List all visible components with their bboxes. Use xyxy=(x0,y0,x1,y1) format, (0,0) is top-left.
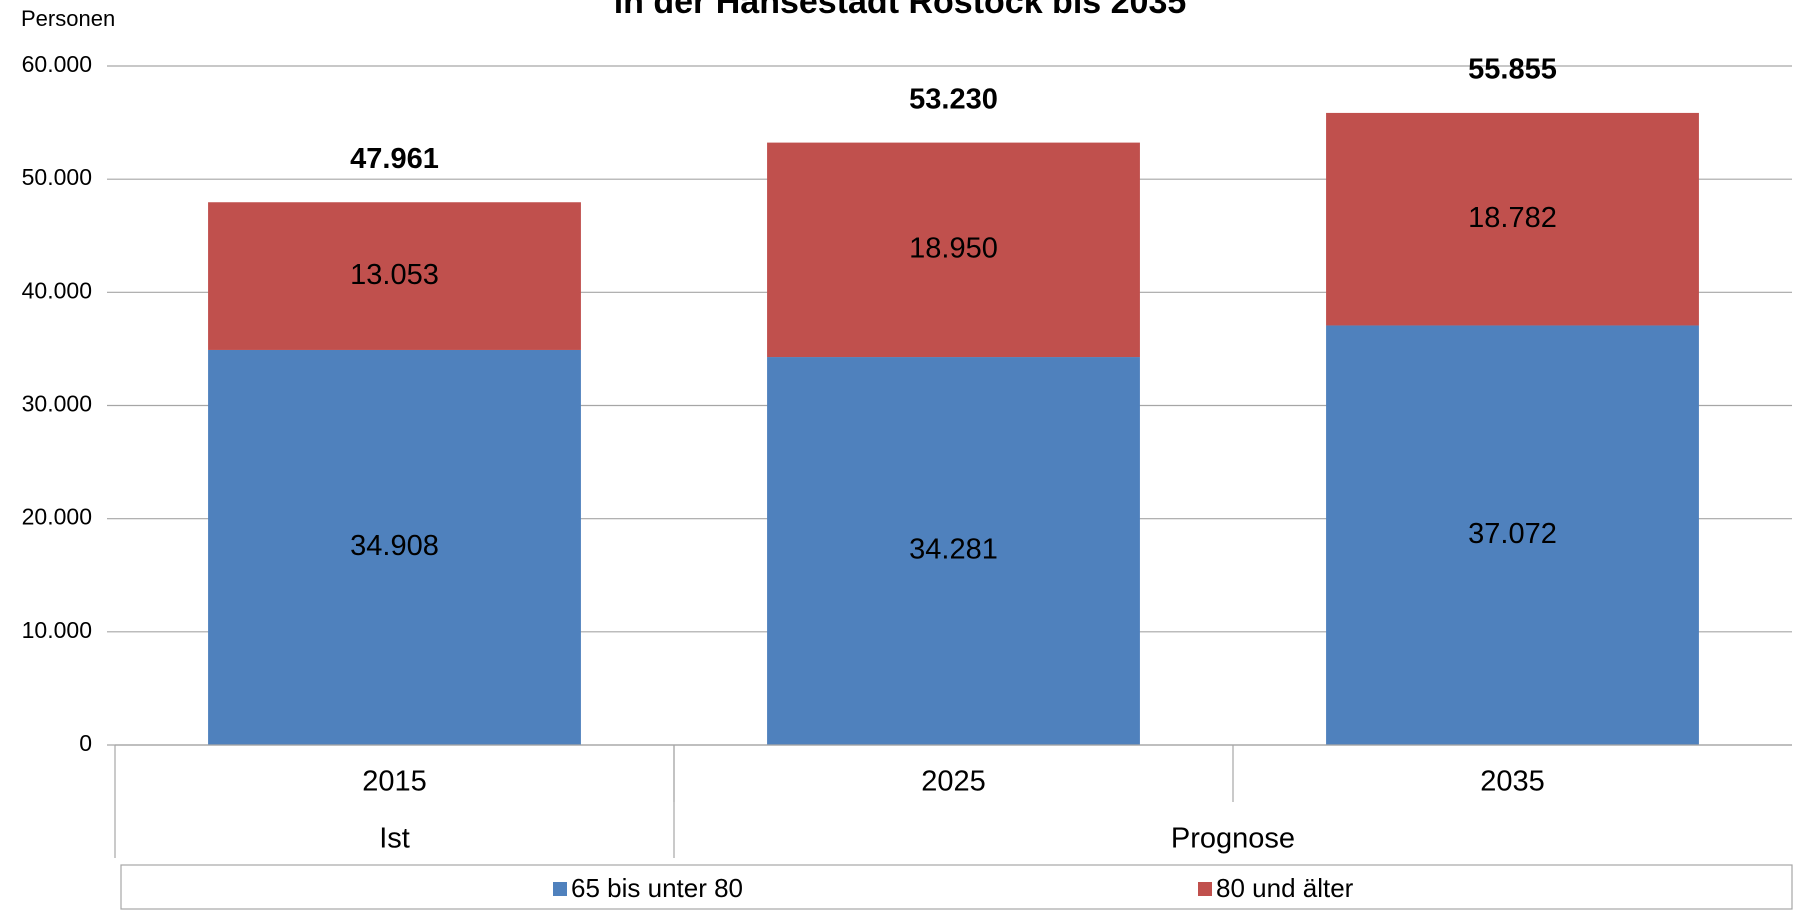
bar-segment xyxy=(208,202,581,350)
data-label: 18.950 xyxy=(909,232,998,264)
legend-box xyxy=(120,864,1793,910)
y-tick-label: 50.000 xyxy=(22,164,92,190)
bar-segment xyxy=(1326,325,1699,745)
data-label: 34.908 xyxy=(350,530,439,562)
total-label: 47.961 xyxy=(350,143,439,175)
data-label: 37.072 xyxy=(1468,518,1557,550)
x-tick-label: 2035 xyxy=(1480,766,1545,798)
total-label: 53.230 xyxy=(909,83,998,115)
y-tick-label: 60.000 xyxy=(22,51,92,77)
total-label: 55.855 xyxy=(1468,54,1557,86)
legend-swatch xyxy=(1198,882,1212,896)
y-tick-label: 30.000 xyxy=(22,391,92,417)
x-tick-label: 2025 xyxy=(921,766,986,798)
bar-segment xyxy=(767,357,1140,745)
y-tick-label: 40.000 xyxy=(22,277,92,303)
data-label: 18.782 xyxy=(1468,202,1557,234)
x-tick-label: 2015 xyxy=(362,766,427,798)
group-label: Ist xyxy=(379,823,410,855)
y-tick-label: 0 xyxy=(79,730,92,756)
group-label: Prognose xyxy=(1171,823,1295,855)
bar-segment xyxy=(208,349,581,745)
legend-swatch xyxy=(553,882,567,896)
legend-label: 80 und älter xyxy=(1216,873,1354,903)
bar-segment xyxy=(767,142,1140,358)
y-axis-label: Personen xyxy=(21,6,115,31)
data-label: 34.281 xyxy=(909,534,998,566)
data-label: 13.053 xyxy=(350,259,439,291)
legend-label: 65 bis unter 80 xyxy=(571,873,743,903)
bar-segment xyxy=(1326,112,1699,326)
y-tick-label: 10.000 xyxy=(22,617,92,643)
y-tick-label: 20.000 xyxy=(22,504,92,530)
chart-title: in der Hansestadt Rostock bis 2035 xyxy=(614,0,1187,21)
